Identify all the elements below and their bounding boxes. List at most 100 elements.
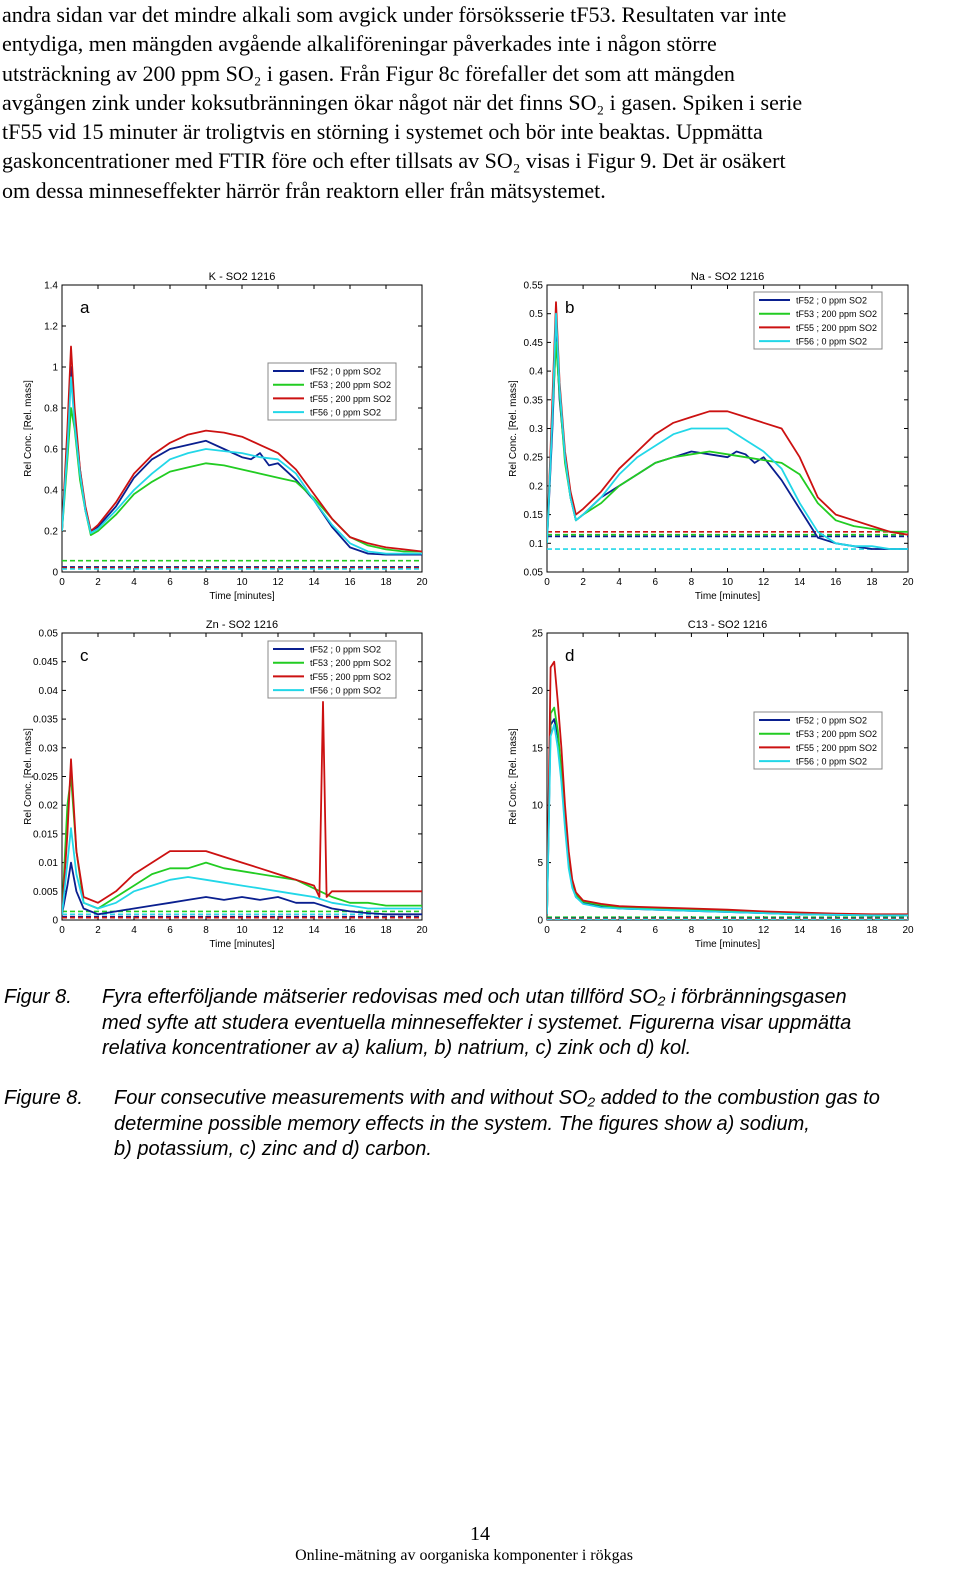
caption-line: Four consecutive measurements with and w… bbox=[114, 1087, 880, 1109]
x-tick-label: 14 bbox=[308, 925, 320, 936]
panel-letter: a bbox=[80, 298, 90, 317]
caption-label: Figure 8. bbox=[4, 1087, 83, 1109]
caption-line: relativa koncentrationer av a) kalium, b… bbox=[102, 1037, 692, 1059]
y-tick-label: 1 bbox=[52, 363, 58, 374]
x-tick-label: 8 bbox=[203, 925, 209, 936]
x-tick-label: 18 bbox=[380, 925, 392, 936]
legend-label: tF55 ; 200 ppm SO2 bbox=[310, 394, 391, 404]
y-axis-label: Rel Conc. [Rel. mass] bbox=[508, 380, 519, 477]
chart-legend: tF52 ; 0 ppm SO2 tF53 ; 200 ppm SO2 tF55 ;… bbox=[753, 711, 883, 770]
series-line-tF52 bbox=[62, 861, 422, 916]
x-tick-label: 18 bbox=[866, 925, 878, 936]
y-tick-label: 15 bbox=[532, 743, 544, 754]
chart-legend: tF52 ; 0 ppm SO2 tF53 ; 200 ppm SO2 tF55 ;… bbox=[267, 362, 397, 421]
y-axis-label: Rel Conc. [Rel. mass] bbox=[23, 380, 34, 477]
caption-label: Figur 8. bbox=[4, 986, 72, 1008]
legend-box bbox=[753, 711, 883, 770]
legend-label: tF53 ; 200 ppm SO2 bbox=[310, 380, 391, 390]
x-tick-label: 0 bbox=[59, 577, 65, 588]
legend-label: tF53 ; 200 ppm SO2 bbox=[796, 309, 877, 319]
y-tick-label: 0.2 bbox=[529, 481, 543, 492]
chart-panel-c: Zn - SO2 1216 0 2 4 6 8 10 12 14 16 18 20 0 0.005 0.01… bbox=[23, 619, 428, 950]
legend-box bbox=[267, 362, 397, 421]
body-line: entydiga, men mängden avgående alkaliför… bbox=[2, 31, 717, 57]
x-tick-label: 16 bbox=[344, 577, 356, 588]
plot-frame bbox=[546, 632, 909, 921]
y-tick-label: 0.5 bbox=[529, 309, 543, 320]
y-tick-label: 0 bbox=[52, 916, 58, 927]
legend-label: tF55 ; 200 ppm SO2 bbox=[796, 743, 877, 753]
y-axis-label: Rel Conc. [Rel. mass] bbox=[23, 728, 34, 825]
y-tick-label: 0.035 bbox=[33, 715, 58, 726]
y-tick-label: 0.55 bbox=[524, 281, 544, 292]
legend-label: tF56 ; 0 ppm SO2 bbox=[796, 337, 867, 347]
x-tick-label: 6 bbox=[167, 577, 173, 588]
series-line-tF56 bbox=[547, 723, 908, 917]
x-tick-label: 0 bbox=[544, 925, 550, 936]
legend-box bbox=[267, 640, 397, 699]
series-line-tF56 bbox=[547, 312, 908, 550]
x-tick-label: 18 bbox=[866, 577, 878, 588]
y-tick-label: 0.25 bbox=[524, 453, 544, 464]
x-tick-label: 4 bbox=[131, 925, 137, 936]
chart-title: C13 - SO2 1216 bbox=[688, 619, 768, 631]
x-tick-label: 4 bbox=[616, 925, 622, 936]
x-tick-label: 12 bbox=[758, 577, 770, 588]
series-line-tF56 bbox=[62, 376, 422, 555]
x-tick-label: 8 bbox=[203, 577, 209, 588]
series-line-tF53 bbox=[62, 775, 422, 915]
x-axis-label: Time [minutes] bbox=[209, 939, 274, 950]
x-tick-label: 2 bbox=[95, 925, 101, 936]
legend-label: tF52 ; 0 ppm SO2 bbox=[310, 367, 381, 377]
page-number: 14 bbox=[470, 1523, 490, 1545]
legend-label: tF53 ; 200 ppm SO2 bbox=[796, 729, 877, 739]
x-tick-label: 12 bbox=[272, 577, 284, 588]
x-tick-label: 16 bbox=[830, 577, 842, 588]
y-tick-label: 0.1 bbox=[529, 539, 543, 550]
series-line-tF53 bbox=[547, 341, 908, 544]
legend-label: tF55 ; 200 ppm SO2 bbox=[796, 323, 877, 333]
series-line-tF53 bbox=[62, 407, 422, 553]
y-tick-label: 0.015 bbox=[33, 829, 58, 840]
caption-swedish: Figur 8. Fyra efterföljande mätserier re… bbox=[4, 985, 952, 1065]
caption-line: determine possible memory effects in the… bbox=[114, 1112, 810, 1135]
x-tick-label: 16 bbox=[830, 925, 842, 936]
x-tick-label: 2 bbox=[580, 925, 586, 936]
y-axis-label: Rel Conc. [Rel. mass] bbox=[508, 728, 519, 825]
x-axis-label: Time [minutes] bbox=[695, 939, 760, 950]
plot-frame bbox=[61, 284, 423, 573]
y-tick-label: 0.6 bbox=[44, 445, 58, 456]
y-tick-label: 5 bbox=[537, 858, 543, 869]
body-line: tF55 vid 15 minuter är troligtvis en stö… bbox=[2, 119, 763, 145]
x-tick-label: 12 bbox=[272, 925, 284, 936]
y-tick-label: 0.2 bbox=[44, 527, 58, 538]
body-line: utsträckning av 200 ppm SO₂ i gasen. Frå… bbox=[2, 60, 735, 86]
x-tick-label: 20 bbox=[416, 925, 428, 936]
panel-letter: b bbox=[565, 298, 574, 317]
body-line: om dessa minneseffekter härrör från reak… bbox=[2, 177, 606, 203]
y-tick-label: 10 bbox=[532, 801, 544, 812]
legend-box bbox=[753, 291, 883, 350]
x-tick-label: 10 bbox=[722, 577, 734, 588]
x-tick-label: 0 bbox=[59, 925, 65, 936]
y-tick-label: 0.05 bbox=[39, 629, 59, 640]
y-tick-label: 0.03 bbox=[39, 743, 59, 754]
x-tick-label: 14 bbox=[794, 577, 806, 588]
x-tick-label: 2 bbox=[95, 577, 101, 588]
legend-label: tF56 ; 0 ppm SO2 bbox=[310, 408, 381, 418]
caption-line: Fyra efterföljande mätserier redovisas m… bbox=[102, 986, 847, 1008]
x-tick-label: 12 bbox=[758, 925, 770, 936]
y-tick-label: 0.8 bbox=[44, 404, 58, 415]
y-tick-label: 0.025 bbox=[33, 772, 58, 783]
x-tick-label: 20 bbox=[902, 577, 914, 588]
x-tick-label: 10 bbox=[236, 925, 248, 936]
chart-title: K - SO2 1216 bbox=[209, 271, 276, 283]
y-tick-label: 1.4 bbox=[44, 281, 58, 292]
chart-panel-a: K - SO2 1216 0 2 4 6 8 10 12 14 16 18 20 0 0.2 0.4 0.6 0… bbox=[23, 271, 428, 602]
legend-label: tF56 ; 0 ppm SO2 bbox=[796, 757, 867, 767]
chart-legend: tF52 ; 0 ppm SO2 tF53 ; 200 ppm SO2 tF55 ;… bbox=[753, 291, 883, 350]
page-footer: Online-mätning av oorganiska komponenter… bbox=[295, 1547, 633, 1564]
y-tick-label: 0.35 bbox=[524, 395, 544, 406]
legend-label: tF56 ; 0 ppm SO2 bbox=[310, 686, 381, 696]
